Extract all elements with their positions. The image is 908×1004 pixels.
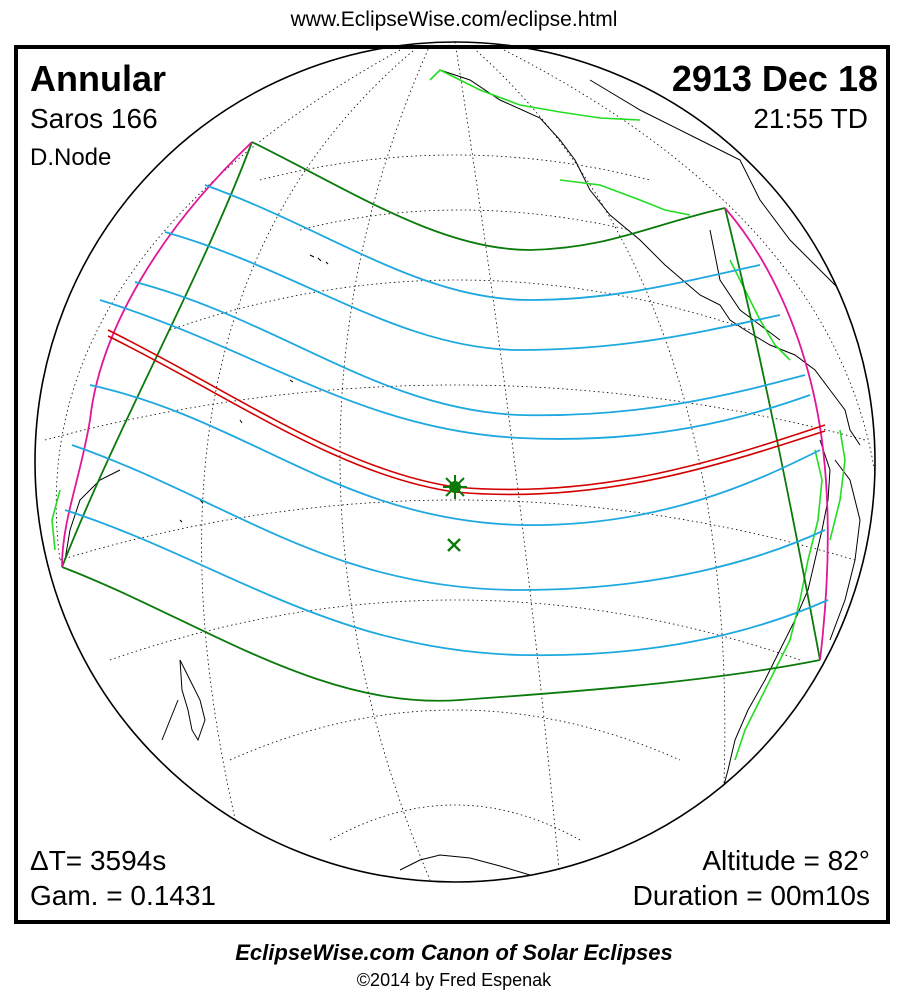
hawaii-islands <box>309 254 329 265</box>
duration-label: Duration = 00m10s <box>632 880 870 911</box>
meridian-line <box>339 44 431 881</box>
central-america-coast <box>709 229 781 341</box>
rise-set-curves <box>61 141 829 661</box>
latitude-line <box>59 499 856 561</box>
south-america-border-2 <box>829 429 846 541</box>
sunset-curve <box>724 207 829 661</box>
hour-line <box>64 509 829 657</box>
eclipse-time: 21:55 TD <box>753 103 868 134</box>
sub-solar-x-icon <box>447 538 461 552</box>
alaska-border <box>429 69 641 121</box>
pacific-islands <box>179 379 294 523</box>
hour-line <box>71 444 826 591</box>
delta-t-label: ΔT= 3594s <box>30 845 167 876</box>
map-frame <box>14 45 890 924</box>
gamma-label: Gam. = 0.1431 <box>30 880 217 911</box>
new-zealand-coast <box>179 659 206 742</box>
central-path <box>107 329 826 496</box>
altitude-label: Altitude = 82° <box>702 845 870 876</box>
latitude-line <box>299 209 631 231</box>
country-borders <box>51 69 846 761</box>
mexico-border <box>729 259 791 361</box>
saros-label: Saros 166 <box>30 103 158 134</box>
meridian-line <box>454 42 561 881</box>
graticule <box>44 42 875 881</box>
node-label: D.Node <box>30 144 112 171</box>
latitude-line <box>44 384 866 441</box>
meridian-line <box>499 47 875 581</box>
greatest-eclipse-star-icon <box>443 475 467 499</box>
latitude-line <box>169 279 751 331</box>
australia-border <box>51 489 61 551</box>
hour-line <box>164 231 781 351</box>
coastlines <box>64 69 871 876</box>
south-america-border <box>734 449 823 761</box>
globe-outline <box>34 41 876 883</box>
new-zealand-south <box>161 699 179 741</box>
latitude-line <box>329 804 581 841</box>
latitude-line <box>229 709 681 761</box>
hourly-lines <box>64 184 829 657</box>
western-rise-limit <box>61 141 253 568</box>
sunrise-curve <box>61 141 253 568</box>
australia-coast <box>64 469 121 561</box>
meridian-line <box>201 44 421 841</box>
penumbra-limits <box>61 141 821 702</box>
hour-line <box>134 281 806 417</box>
south-america-inner <box>829 459 861 641</box>
northern-penumbra-limit <box>251 141 726 251</box>
canon-title: EclipseWise.com Canon of Solar Eclipses <box>235 940 673 965</box>
central-path-north <box>107 329 826 491</box>
us-canada-border <box>559 179 691 216</box>
source-url: www.EclipseWise.com/eclipse.html <box>290 8 618 31</box>
antarctica-coast <box>399 854 531 876</box>
southern-penumbra-limit <box>61 566 821 702</box>
eclipse-type: Annular <box>30 58 167 99</box>
copyright: ©2014 by Fred Espenak <box>356 970 552 990</box>
hour-line <box>204 184 761 301</box>
latitude-line <box>109 599 801 661</box>
central-path-south <box>107 335 826 496</box>
hour-line <box>99 299 811 440</box>
eclipse-date: 2913 Dec 18 <box>671 58 878 99</box>
eastern-set-limit <box>724 207 821 661</box>
north-america-coast <box>439 69 861 446</box>
hour-line <box>89 384 821 526</box>
